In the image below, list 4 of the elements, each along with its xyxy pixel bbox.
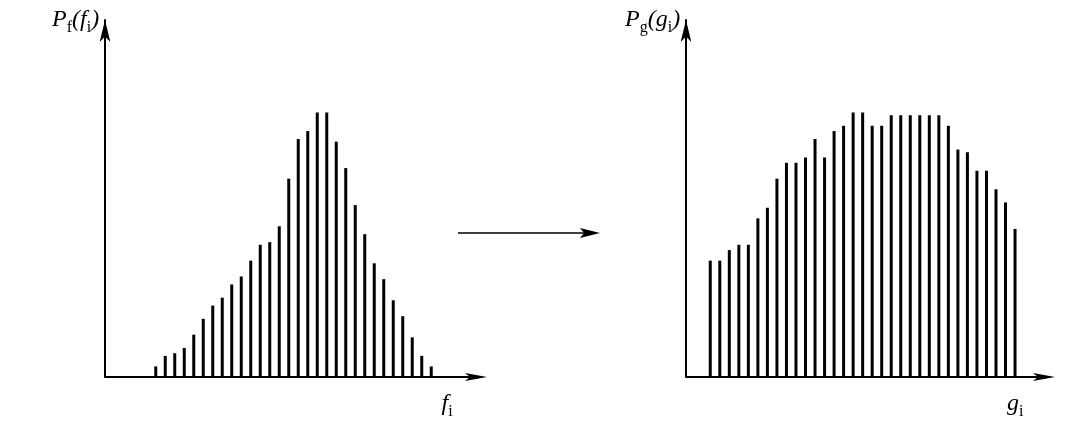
y-axis-title: P$_{f}$(f$_{i}$) — [52, 5, 100, 35]
x-axis-title: g$_{i}$ — [1007, 389, 1024, 419]
y-axis-title: P$_{g}$(g$_{i}$) — [625, 5, 681, 35]
x-axis-title: f$_{i}$ — [441, 389, 453, 419]
